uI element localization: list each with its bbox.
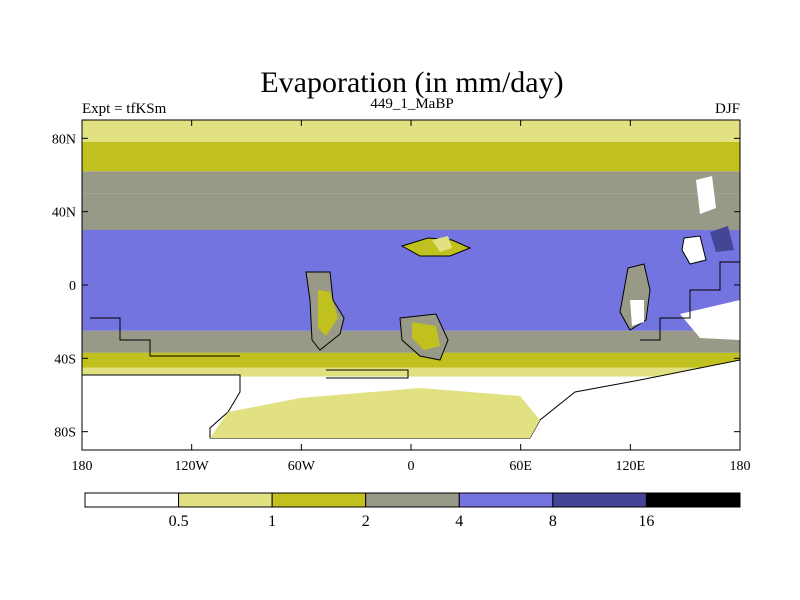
colorbar-box (365, 492, 460, 508)
colorbar-box (84, 492, 180, 508)
x-tick-label: 0 (408, 459, 415, 474)
x-tick-label: 60W (288, 459, 316, 474)
band-north-polar (82, 120, 740, 142)
y-tick-label: 40S (54, 352, 76, 367)
australia-dry (630, 300, 644, 326)
sahara-land (400, 237, 472, 257)
colorbar-label: 1 (268, 513, 276, 530)
x-tick-label: 180 (72, 459, 93, 474)
x-axis-ticks: 180 120W 60W 0 60E 120E 180 (72, 120, 751, 474)
colorbar: 0.5 1 2 4 8 16 (84, 492, 741, 530)
x-tick-label: 60E (509, 459, 532, 474)
southern-ocean-contour (326, 369, 409, 379)
band-north-high (82, 142, 740, 172)
period-label: 449_1_MaBP (370, 96, 453, 112)
colorbar-box (645, 492, 741, 508)
east-coast-contour (640, 261, 740, 341)
y-tick-label: 80S (54, 426, 76, 441)
y-tick-label: 80N (52, 132, 76, 147)
chart-title: Evaporation (in mm/day) (260, 66, 563, 99)
asia-east-land (681, 235, 707, 265)
x-tick-label: 120W (175, 459, 210, 474)
band-south-mid (82, 352, 740, 368)
colorbar-box (458, 492, 554, 508)
south-pacific-dry (680, 300, 740, 340)
colorbar-box (552, 492, 647, 508)
colorbar-label: 0.5 (169, 513, 189, 530)
arabia-land (432, 236, 452, 252)
land-features (82, 176, 740, 450)
band-north-mid (82, 171, 740, 194)
experiment-label: Expt = tfKSm (82, 101, 167, 117)
colorbar-label: 8 (549, 513, 557, 530)
south-america-dry (318, 290, 338, 336)
x-tick-label: 180 (730, 459, 751, 474)
y-tick-label: 0 (69, 279, 76, 294)
antarctic-coast-yellow (210, 388, 540, 438)
x-tick-label: 120E (616, 459, 646, 474)
season-label: DJF (715, 101, 740, 117)
africa-dry (412, 322, 440, 350)
colorbar-box (178, 492, 273, 508)
west-coast-contour (90, 317, 240, 357)
band-south-edge (82, 367, 740, 377)
colorbar-label: 4 (455, 513, 463, 530)
siberia-land (696, 176, 716, 214)
y-tick-label: 40N (52, 206, 76, 221)
colorbar-label: 2 (362, 513, 370, 530)
colorbar-label: 16 (638, 513, 654, 530)
y-axis-ticks: 80N 40N 0 40S 80S (52, 132, 740, 441)
band-north-sub (82, 193, 740, 230)
colorbar-box (271, 492, 367, 508)
asia-east-sea (710, 226, 734, 252)
map-plot-area (82, 120, 740, 450)
